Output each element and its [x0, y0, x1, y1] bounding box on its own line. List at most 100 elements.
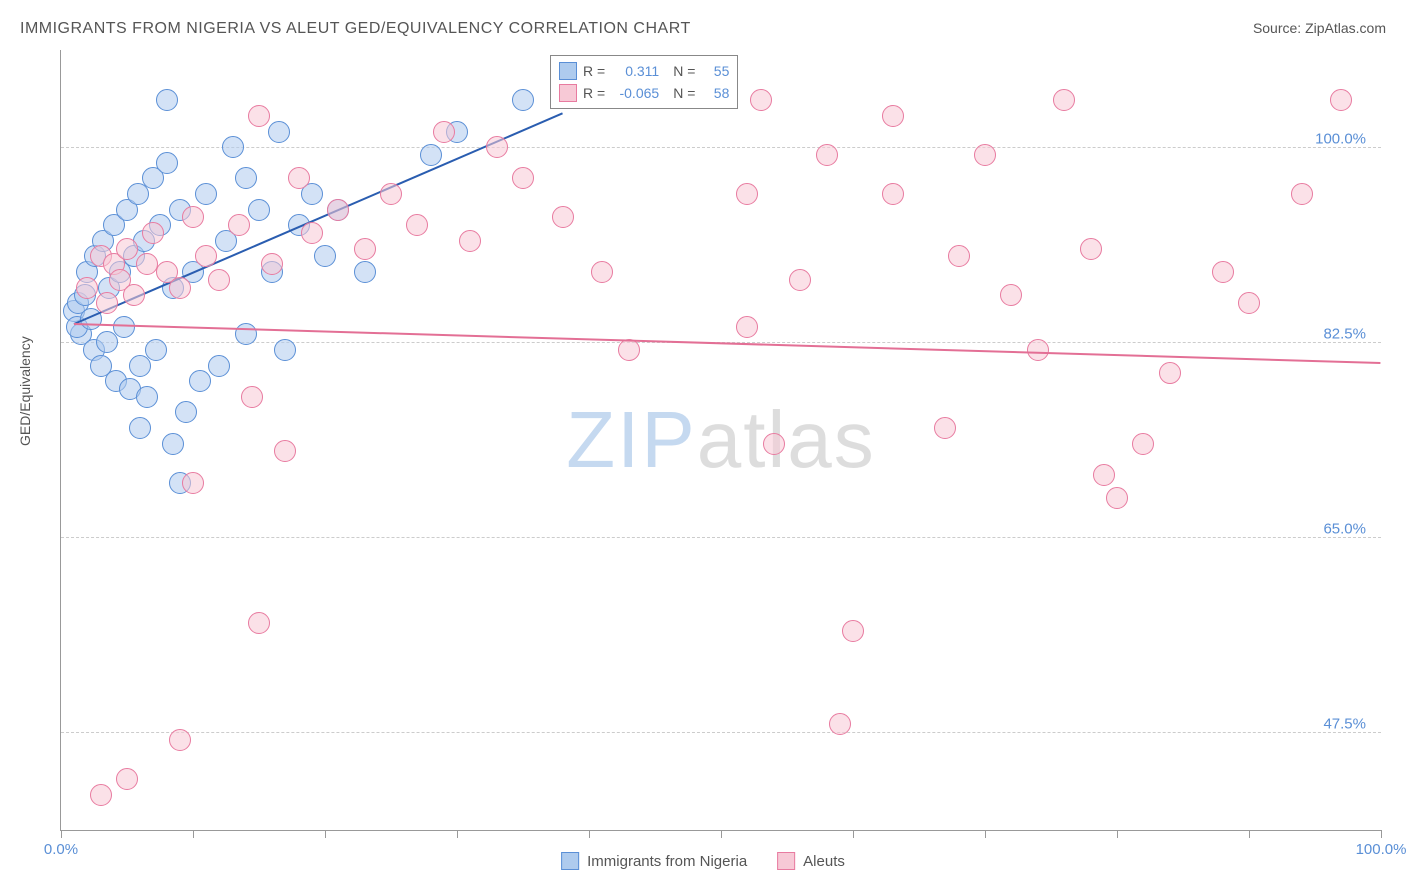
scatter-point-aleuts: [136, 253, 158, 275]
scatter-point-nigeria: [162, 433, 184, 455]
legend-item: Aleuts: [777, 852, 845, 870]
scatter-point-aleuts: [116, 768, 138, 790]
grid-line: [61, 147, 1381, 148]
legend-label: Immigrants from Nigeria: [587, 853, 747, 870]
r-value: -0.065: [611, 85, 659, 101]
scatter-point-nigeria: [208, 355, 230, 377]
legend-swatch: [777, 852, 795, 870]
scatter-point-aleuts: [182, 206, 204, 228]
scatter-point-aleuts: [1106, 487, 1128, 509]
x-tick: [1381, 830, 1382, 838]
scatter-point-nigeria: [136, 386, 158, 408]
n-value: 58: [701, 85, 729, 101]
scatter-point-aleuts: [974, 144, 996, 166]
scatter-point-aleuts: [1132, 433, 1154, 455]
watermark: ZIPatlas: [566, 394, 875, 486]
scatter-point-aleuts: [169, 277, 191, 299]
plot-area: ZIPatlas 47.5%65.0%82.5%100.0%0.0%100.0%: [60, 50, 1381, 831]
scatter-point-aleuts: [327, 199, 349, 221]
scatter-point-aleuts: [90, 784, 112, 806]
grid-line: [61, 732, 1381, 733]
scatter-point-aleuts: [789, 269, 811, 291]
scatter-point-aleuts: [591, 261, 613, 283]
scatter-point-aleuts: [248, 612, 270, 634]
y-axis-label: GED/Equivalency: [17, 336, 33, 446]
trend-line-aleuts: [74, 323, 1381, 364]
scatter-point-nigeria: [420, 144, 442, 166]
scatter-point-aleuts: [1080, 238, 1102, 260]
y-tick-label: 100.0%: [1315, 130, 1366, 147]
scatter-point-nigeria: [314, 245, 336, 267]
n-value: 55: [701, 63, 729, 79]
chart-title: IMMIGRANTS FROM NIGERIA VS ALEUT GED/EQU…: [20, 20, 691, 38]
scatter-point-nigeria: [129, 417, 151, 439]
x-tick: [721, 830, 722, 838]
n-label: N =: [673, 63, 695, 79]
scatter-point-nigeria: [235, 323, 257, 345]
scatter-point-aleuts: [934, 417, 956, 439]
scatter-point-aleuts: [736, 183, 758, 205]
scatter-point-aleuts: [228, 214, 250, 236]
scatter-point-nigeria: [156, 89, 178, 111]
x-tick-label: 0.0%: [44, 841, 78, 858]
scatter-point-aleuts: [142, 222, 164, 244]
scatter-point-aleuts: [882, 183, 904, 205]
scatter-point-aleuts: [241, 386, 263, 408]
scatter-point-nigeria: [156, 152, 178, 174]
y-tick-label: 82.5%: [1323, 325, 1366, 342]
legend-item: Immigrants from Nigeria: [561, 852, 747, 870]
legend-swatch: [559, 62, 577, 80]
scatter-point-aleuts: [750, 89, 772, 111]
scatter-point-aleuts: [261, 253, 283, 275]
scatter-point-aleuts: [763, 433, 785, 455]
scatter-point-aleuts: [433, 121, 455, 143]
scatter-point-nigeria: [354, 261, 376, 283]
scatter-point-aleuts: [1159, 362, 1181, 384]
scatter-point-nigeria: [512, 89, 534, 111]
correlation-legend: R =0.311N =55R =-0.065N =58: [550, 55, 738, 109]
x-tick: [985, 830, 986, 838]
r-value: 0.311: [611, 63, 659, 79]
watermark-zip: ZIP: [566, 395, 696, 484]
scatter-point-aleuts: [1291, 183, 1313, 205]
x-tick: [325, 830, 326, 838]
scatter-point-aleuts: [948, 245, 970, 267]
scatter-point-nigeria: [96, 331, 118, 353]
scatter-point-aleuts: [1053, 89, 1075, 111]
scatter-point-aleuts: [1027, 339, 1049, 361]
scatter-point-aleuts: [829, 713, 851, 735]
scatter-point-aleuts: [96, 292, 118, 314]
y-tick-label: 65.0%: [1323, 520, 1366, 537]
r-label: R =: [583, 85, 605, 101]
legend-row: R =0.311N =55: [559, 60, 729, 82]
scatter-point-aleuts: [736, 316, 758, 338]
scatter-point-nigeria: [222, 136, 244, 158]
scatter-point-aleuts: [123, 284, 145, 306]
scatter-point-aleuts: [486, 136, 508, 158]
x-tick: [457, 830, 458, 838]
scatter-point-aleuts: [1000, 284, 1022, 306]
scatter-point-aleuts: [552, 206, 574, 228]
scatter-point-aleuts: [195, 245, 217, 267]
scatter-point-aleuts: [208, 269, 230, 291]
legend-swatch: [559, 84, 577, 102]
x-tick-label: 100.0%: [1356, 841, 1406, 858]
scatter-point-aleuts: [274, 440, 296, 462]
scatter-point-aleuts: [512, 167, 534, 189]
x-tick: [193, 830, 194, 838]
scatter-point-nigeria: [274, 339, 296, 361]
scatter-point-nigeria: [145, 339, 167, 361]
legend-swatch: [561, 852, 579, 870]
scatter-point-aleuts: [842, 620, 864, 642]
scatter-point-aleuts: [354, 238, 376, 260]
x-tick: [853, 830, 854, 838]
scatter-point-aleuts: [182, 472, 204, 494]
n-label: N =: [673, 85, 695, 101]
scatter-point-aleuts: [459, 230, 481, 252]
scatter-point-aleuts: [248, 105, 270, 127]
scatter-point-aleuts: [169, 729, 191, 751]
scatter-point-aleuts: [1212, 261, 1234, 283]
scatter-point-aleuts: [380, 183, 402, 205]
scatter-point-nigeria: [189, 370, 211, 392]
x-tick: [589, 830, 590, 838]
